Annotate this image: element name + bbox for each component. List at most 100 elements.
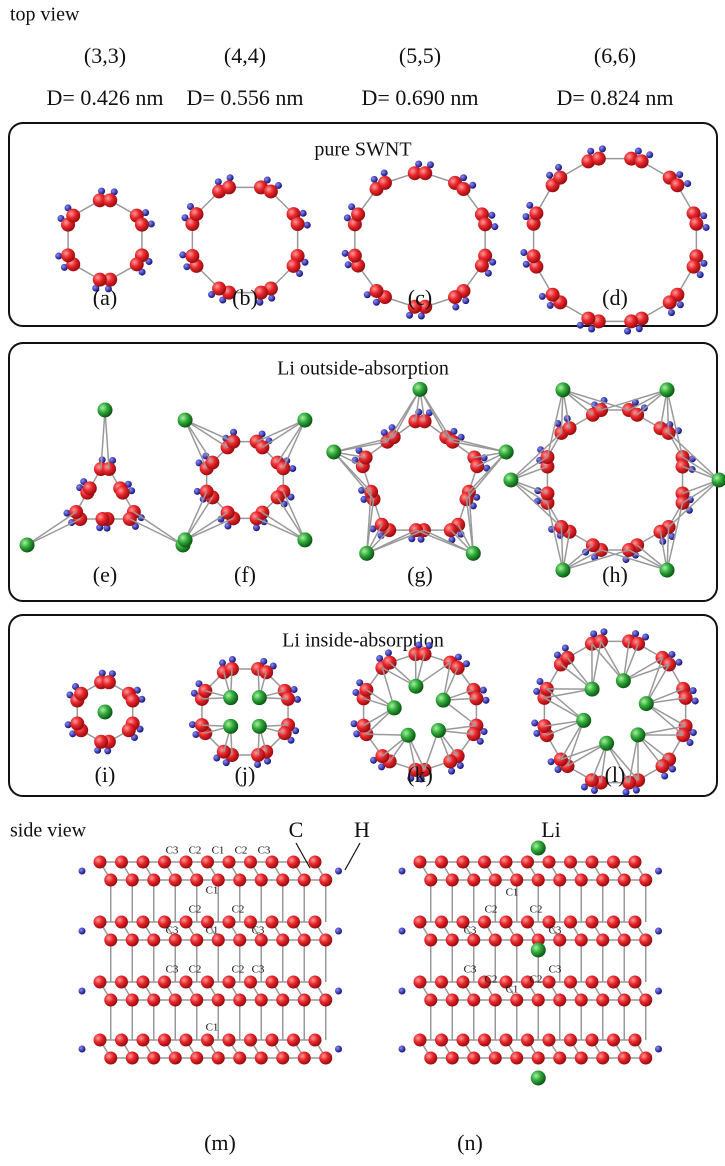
carbon-atom bbox=[309, 1034, 322, 1047]
carbon-atom bbox=[223, 856, 236, 869]
site-label: C3 bbox=[166, 964, 179, 976]
carbon-atom bbox=[596, 994, 609, 1007]
carbon-atom bbox=[122, 723, 136, 737]
carbon-atom bbox=[190, 934, 203, 947]
carbon-atom bbox=[223, 1034, 236, 1047]
site-label: C2 bbox=[530, 904, 543, 916]
hydrogen-atom bbox=[690, 687, 697, 694]
hydrogen-atom bbox=[531, 720, 538, 727]
carbon-atom bbox=[456, 182, 470, 196]
carbon-atom bbox=[223, 916, 236, 929]
panel-label: (n) bbox=[457, 1130, 483, 1155]
carbon-atom bbox=[298, 994, 311, 1007]
carbon-atom bbox=[607, 976, 620, 989]
diameter: D= 0.824 nm bbox=[557, 85, 674, 110]
carbon-atom bbox=[489, 874, 502, 887]
hydrogen-atom bbox=[675, 659, 682, 666]
carbon-atom bbox=[553, 874, 566, 887]
carbon-atom bbox=[500, 1034, 513, 1047]
hydrogen-atom bbox=[547, 302, 554, 309]
carbon-atom bbox=[586, 1034, 599, 1047]
panel-title: pure SWNT bbox=[314, 139, 411, 161]
carbon-atom bbox=[126, 693, 140, 707]
carbon-atom bbox=[233, 1052, 246, 1065]
carbon-atom bbox=[607, 856, 620, 869]
carbon-atom bbox=[115, 1034, 128, 1047]
hydrogen-atom bbox=[633, 787, 640, 794]
carbon-atom bbox=[414, 976, 427, 989]
hydrogen-atom bbox=[623, 789, 630, 796]
lithium-atom bbox=[252, 690, 267, 705]
hydrogen-atom bbox=[661, 772, 668, 779]
carbon-atom bbox=[158, 976, 171, 989]
hydrogen-atom bbox=[294, 696, 301, 703]
carbon-atom bbox=[418, 166, 432, 180]
carbon-atom bbox=[244, 1034, 257, 1047]
site-label: C2 bbox=[189, 904, 202, 916]
hydrogen-atom bbox=[655, 868, 662, 875]
lithium-atom bbox=[20, 538, 35, 553]
carbon-atom bbox=[147, 874, 160, 887]
hydrogen-atom bbox=[399, 988, 406, 995]
pointer bbox=[345, 843, 360, 870]
hydrogen-atom bbox=[562, 645, 569, 652]
carbon-atom bbox=[201, 976, 214, 989]
carbon-atom bbox=[446, 994, 459, 1007]
carbon-atom bbox=[414, 1034, 427, 1047]
hydrogen-atom bbox=[268, 295, 275, 302]
carbon-atom bbox=[527, 249, 541, 263]
carbon-atom bbox=[255, 994, 268, 1007]
bond bbox=[27, 519, 80, 545]
hydrogen-atom bbox=[546, 172, 553, 179]
carbon-atom bbox=[147, 994, 160, 1007]
hydrogen-atom bbox=[371, 176, 378, 183]
lithium-atom bbox=[660, 563, 675, 578]
hydrogen-atom bbox=[520, 249, 527, 256]
hydrogen-atom bbox=[452, 304, 459, 311]
lithium-atom bbox=[223, 719, 238, 734]
hydrogen-atom bbox=[351, 720, 358, 727]
site-label: C1 bbox=[206, 1022, 219, 1034]
carbon-atom bbox=[446, 934, 459, 947]
carbon-atom bbox=[489, 934, 502, 947]
panel-label: (i) bbox=[95, 762, 116, 787]
lithium-atom bbox=[431, 723, 446, 738]
carbon-atom bbox=[96, 512, 110, 526]
site-label: C3 bbox=[166, 845, 179, 857]
carbon-atom bbox=[532, 874, 545, 887]
carbon-atom bbox=[223, 976, 236, 989]
site-label: C2 bbox=[485, 974, 498, 986]
lithium-atom bbox=[223, 690, 238, 705]
hydrogen-atom bbox=[399, 928, 406, 935]
carbon-atom bbox=[581, 312, 595, 326]
atom-label: C bbox=[289, 817, 304, 842]
carbon-atom bbox=[137, 856, 150, 869]
carbon-atom bbox=[370, 284, 384, 298]
carbon-atom bbox=[103, 193, 117, 207]
carbon-atom bbox=[212, 282, 226, 296]
carbon-atom bbox=[500, 916, 513, 929]
hydrogen-atom bbox=[539, 293, 546, 300]
carbon-atom bbox=[233, 994, 246, 1007]
lithium-atom bbox=[408, 679, 423, 694]
hydrogen-atom bbox=[655, 1046, 662, 1053]
carbon-atom bbox=[435, 916, 448, 929]
site-label: C3 bbox=[252, 925, 265, 937]
carbon-atom bbox=[592, 152, 606, 166]
carbon-atom bbox=[607, 1034, 620, 1047]
carbon-atom bbox=[74, 687, 88, 701]
hydrogen-atom bbox=[684, 180, 691, 187]
carbon-atom bbox=[104, 1052, 117, 1065]
carbon-atom bbox=[309, 856, 322, 869]
carbon-atom bbox=[457, 976, 470, 989]
carbon-atom bbox=[115, 856, 128, 869]
carbon-atom bbox=[575, 934, 588, 947]
carbon-atom bbox=[629, 856, 642, 869]
site-label: C1 bbox=[212, 845, 225, 857]
carbon-atom bbox=[158, 856, 171, 869]
carbon-atom bbox=[158, 1034, 171, 1047]
carbon-atom bbox=[266, 1034, 279, 1047]
lithium-atom bbox=[178, 532, 193, 547]
top-view-label: top view bbox=[10, 4, 80, 26]
lithium-atom bbox=[499, 444, 514, 459]
